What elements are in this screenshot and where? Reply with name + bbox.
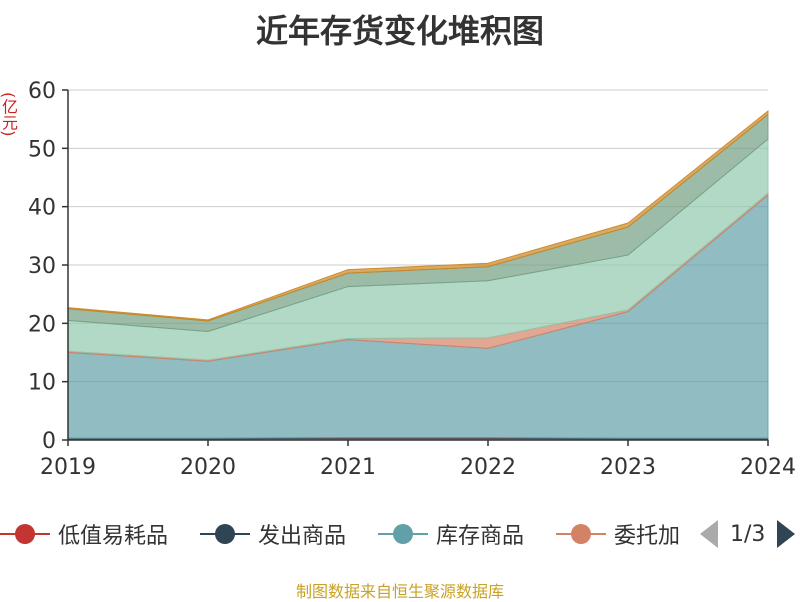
x-tick-labels: 2019 2020 2021 2022 2023 2024 <box>40 455 796 480</box>
legend-label: 低值易耗品 <box>58 524 169 549</box>
axes <box>62 89 769 446</box>
y-tick-label: 50 <box>28 137 56 162</box>
legend-item-series-4[interactable]: 委托加 <box>556 516 680 552</box>
y-tick-label: 40 <box>28 196 56 221</box>
x-tick-label: 2020 <box>180 455 236 480</box>
legend-page-indicator: 1/3 <box>730 521 766 547</box>
legend-prev-page-icon[interactable] <box>700 520 718 548</box>
legend-pager: 1/3 <box>700 520 796 548</box>
y-tick-label: 60 <box>28 79 56 104</box>
x-tick-label: 2023 <box>600 455 656 480</box>
y-tick-label: 20 <box>28 312 56 337</box>
legend-label: 委托加 <box>614 524 681 549</box>
legend: 低值易耗品 发出商品 库存商品 委托加 <box>0 516 800 552</box>
y-tick-label: 10 <box>28 371 56 396</box>
legend-symbol <box>200 522 250 546</box>
x-tick-label: 2022 <box>460 455 516 480</box>
legend-symbol <box>556 522 606 546</box>
legend-item-series-1[interactable]: 低值易耗品 <box>0 516 168 552</box>
legend-item-series-3[interactable]: 库存商品 <box>378 516 524 552</box>
chart-title: 近年存货变化堆积图 <box>255 12 544 50</box>
area-series-7 <box>67 109 769 322</box>
x-tick-label: 2021 <box>320 455 376 480</box>
x-tick-label: 2019 <box>40 455 96 480</box>
legend-item-series-2[interactable]: 发出商品 <box>200 516 346 552</box>
area-series <box>67 109 769 441</box>
y-tick-label: 30 <box>28 254 56 279</box>
legend-label: 发出商品 <box>258 524 347 549</box>
legend-symbol <box>0 522 50 546</box>
y-axis-label: (亿元) <box>0 92 18 137</box>
legend-next-page-icon[interactable] <box>777 520 796 548</box>
data-source-note: 制图数据来自恒生聚源数据库 <box>295 582 504 601</box>
y-tick-label: 0 <box>42 429 56 454</box>
x-tick-label: 2024 <box>740 455 796 480</box>
y-tick-labels: 0 10 20 30 40 50 60 <box>28 79 56 454</box>
legend-symbol <box>378 522 428 546</box>
legend-label: 库存商品 <box>436 524 525 549</box>
